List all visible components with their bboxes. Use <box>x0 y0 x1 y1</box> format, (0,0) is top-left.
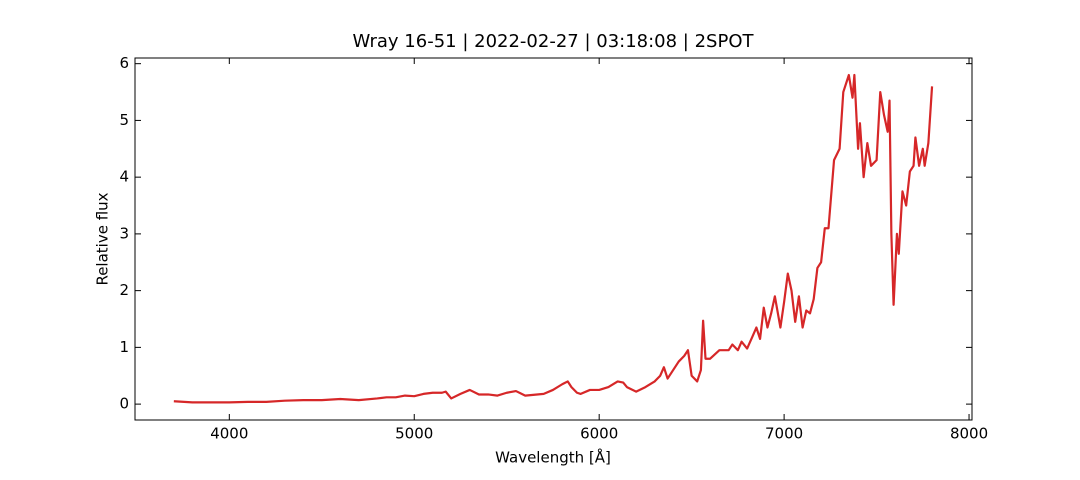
x-tick-label: 6000 <box>580 425 618 443</box>
x-tick-label: 4000 <box>210 425 248 443</box>
y-tick-label: 2 <box>119 281 129 299</box>
y-tick-label: 1 <box>119 338 129 356</box>
chart-title: Wray 16-51 | 2022-02-27 | 03:18:08 | 2SP… <box>353 31 755 52</box>
y-tick-label: 0 <box>119 395 129 413</box>
data-line <box>173 73 934 404</box>
x-tick-label: 7000 <box>765 425 803 443</box>
y-tick-label: 5 <box>119 111 129 129</box>
x-axis-label: Wavelength [Å] <box>495 448 611 467</box>
y-tick-label: 6 <box>119 54 129 72</box>
y-axis-label: Relative flux <box>94 192 112 285</box>
y-tick-label: 4 <box>119 168 129 186</box>
plot-frame <box>134 57 973 421</box>
x-tick-label: 5000 <box>395 425 433 443</box>
y-tick-label: 3 <box>119 224 129 242</box>
x-tick-label: 8000 <box>950 425 988 443</box>
